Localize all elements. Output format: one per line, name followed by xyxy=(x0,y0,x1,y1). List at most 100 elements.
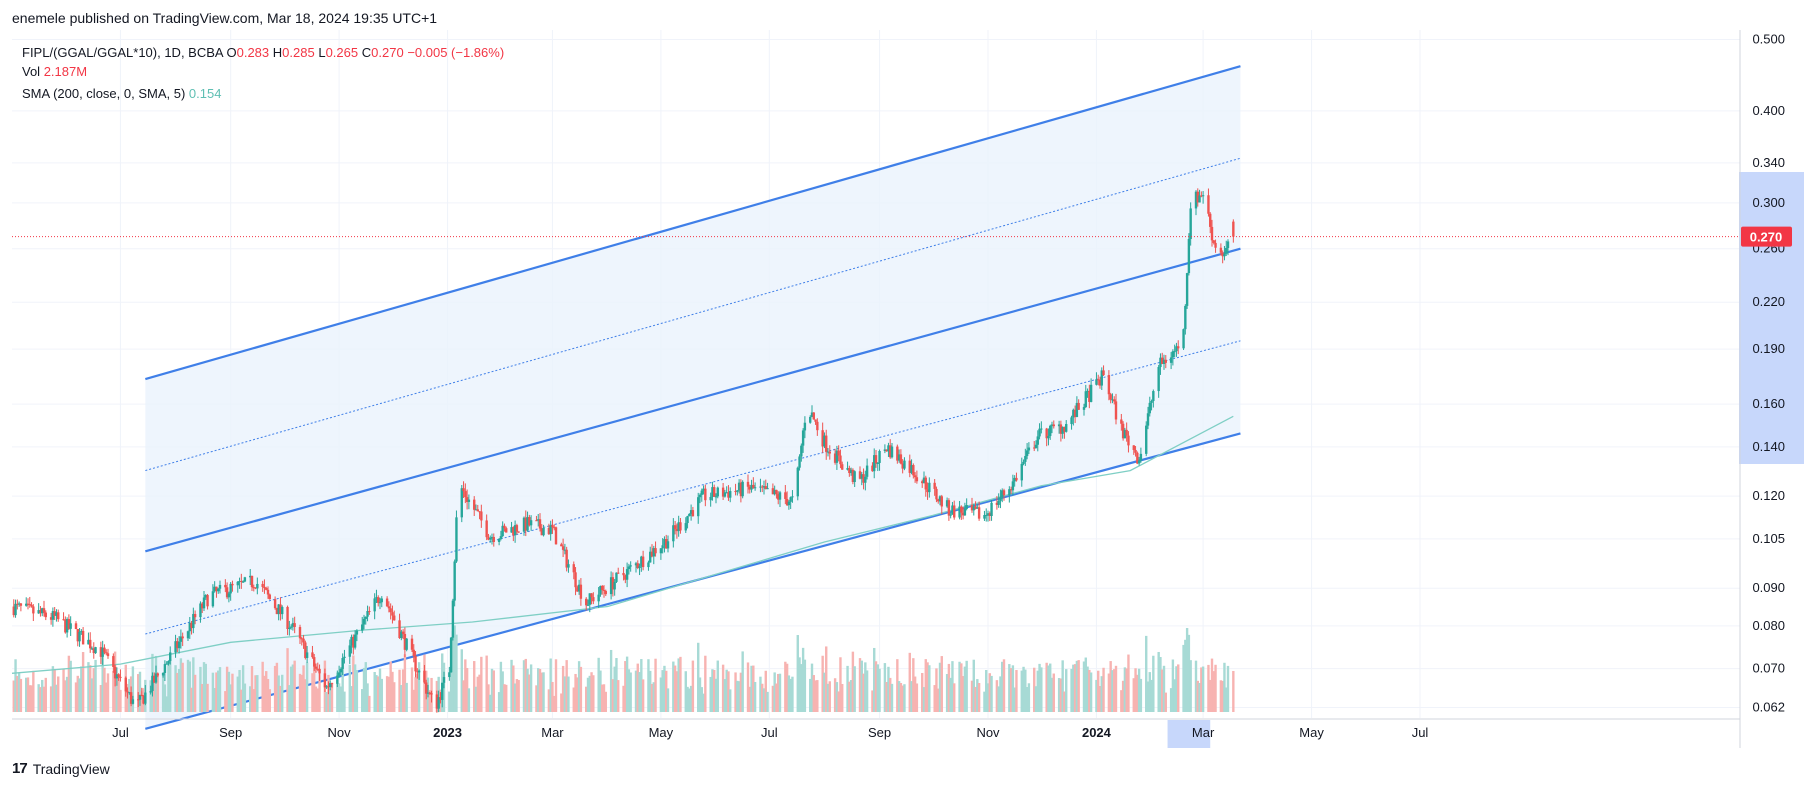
candle-body xyxy=(435,694,439,709)
legend-ohlc: FIPL/(GGAL/GGAL*10), 1D, BCBA O0.283 H0.… xyxy=(22,45,504,60)
candle-body xyxy=(487,537,490,540)
volume-bar xyxy=(1177,664,1180,712)
volume-bar xyxy=(801,647,805,712)
volume-bar xyxy=(252,689,255,712)
candle-body xyxy=(853,471,856,483)
volume-bar xyxy=(561,665,565,712)
volume-bar xyxy=(366,683,369,712)
volume-bar xyxy=(611,679,615,712)
candle-body xyxy=(1013,477,1016,482)
volume-bar xyxy=(1084,657,1087,712)
volume-bar xyxy=(416,673,419,712)
channel-middle-line[interactable] xyxy=(145,247,1241,553)
volume-bar xyxy=(935,668,938,712)
candle-body xyxy=(800,445,803,457)
volume-bar xyxy=(314,686,318,712)
candle-body xyxy=(1201,195,1205,197)
volume-bar xyxy=(503,684,506,712)
volume-bar xyxy=(585,686,588,712)
candle-body xyxy=(177,641,181,649)
volume-bar xyxy=(1221,680,1224,712)
candle-body xyxy=(268,594,271,600)
candle-body xyxy=(464,491,467,498)
sma-200-line[interactable] xyxy=(11,415,1234,674)
legend-symbol[interactable]: FIPL/(GGAL/GGAL*10), 1D, BCBA xyxy=(22,45,223,60)
volume-bar xyxy=(567,676,570,712)
volume-bar xyxy=(316,688,319,712)
volume-bar xyxy=(289,666,293,712)
candle-body xyxy=(848,468,851,474)
candle-body xyxy=(601,585,604,590)
volume-bar xyxy=(901,685,904,712)
channel-upper-line[interactable] xyxy=(145,65,1241,381)
volume-bar xyxy=(640,659,643,712)
candle-body xyxy=(318,668,321,674)
volume-bar xyxy=(1070,668,1073,712)
channel-lower-mid-dotted[interactable] xyxy=(145,340,1241,635)
volume-bar xyxy=(49,686,53,712)
candle-body xyxy=(325,686,328,688)
volume-bar xyxy=(1120,690,1123,712)
candle-body xyxy=(169,652,172,662)
candle-body xyxy=(305,652,309,658)
volume-bar xyxy=(26,677,30,712)
volume-bar xyxy=(385,676,389,712)
candle-body xyxy=(1015,477,1018,481)
candle-body xyxy=(999,497,1002,501)
candle-body xyxy=(316,668,319,670)
candle-body xyxy=(252,587,255,589)
volume-bar xyxy=(1049,663,1052,712)
volume-bar xyxy=(1162,665,1166,712)
volume-bar xyxy=(1002,659,1006,712)
candle-body xyxy=(364,616,367,619)
candle-body xyxy=(1157,367,1160,392)
x-tick-label: May xyxy=(649,725,674,740)
volume-bar xyxy=(329,688,332,712)
volume-bar xyxy=(213,687,216,712)
volume-bar xyxy=(684,671,687,712)
volume-bar xyxy=(99,685,103,712)
volume-bar xyxy=(78,678,81,712)
tradingview-logo[interactable]: 17 TradingView xyxy=(12,760,110,777)
candle-body xyxy=(753,487,757,489)
candle-body xyxy=(124,677,127,692)
channel-upper-mid-dotted[interactable] xyxy=(145,157,1241,472)
candle-body xyxy=(609,577,613,595)
candle-body xyxy=(915,477,919,482)
candle-body xyxy=(821,430,824,447)
volume-bar xyxy=(250,666,254,712)
volume-label[interactable]: Vol xyxy=(22,64,41,79)
sma-label[interactable]: SMA (200, close, 0, SMA, 5) xyxy=(22,86,186,101)
volume-bar xyxy=(910,681,913,712)
volume-bar xyxy=(652,682,655,712)
volume-bar xyxy=(206,683,209,712)
volume-bar xyxy=(211,672,215,712)
candle-body xyxy=(921,481,924,484)
volume-bar xyxy=(1034,686,1038,712)
volume-bar xyxy=(672,661,675,712)
volume-bar xyxy=(140,691,143,712)
volume-bar xyxy=(723,679,727,712)
volume-bar xyxy=(412,689,415,712)
candle-body xyxy=(771,488,775,495)
candle-body xyxy=(665,539,668,549)
candle-body xyxy=(1022,461,1025,464)
candle-body xyxy=(741,481,744,497)
volume-bar xyxy=(853,666,856,712)
candle-body xyxy=(218,584,222,589)
volume-bar xyxy=(814,680,817,712)
candle-body xyxy=(1127,435,1130,446)
candle-body xyxy=(202,597,206,609)
candle-body xyxy=(101,647,104,657)
volume-bar xyxy=(785,663,789,712)
candle-body xyxy=(137,699,140,701)
y-tick-label: 0.080 xyxy=(1752,618,1785,633)
candle-body xyxy=(501,525,504,537)
candle-body xyxy=(585,598,588,606)
volume-bar xyxy=(798,657,801,712)
candle-body xyxy=(51,611,55,620)
volume-bar xyxy=(625,656,629,712)
candle-body xyxy=(448,672,451,678)
volume-bar xyxy=(64,680,67,712)
